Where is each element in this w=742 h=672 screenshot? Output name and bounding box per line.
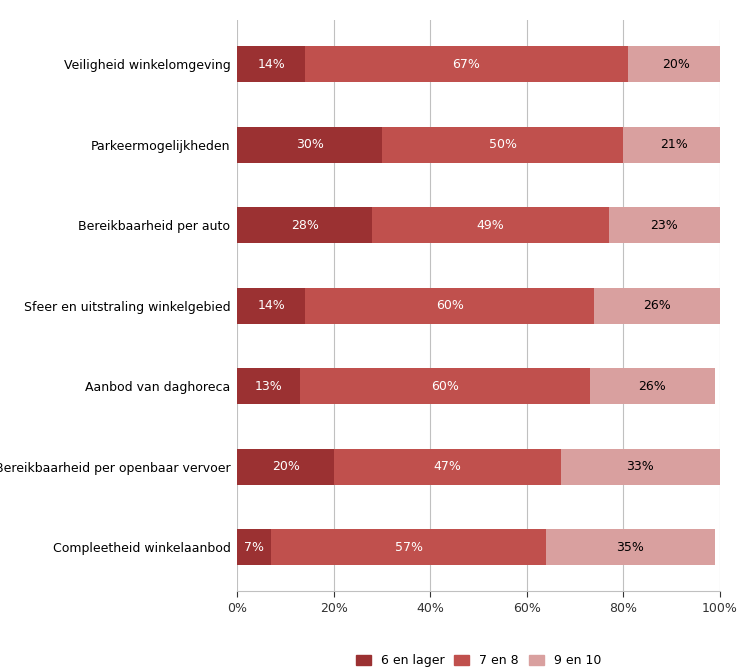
Text: 33%: 33% (626, 460, 654, 473)
Bar (237, 449, 334, 485)
Text: 60%: 60% (436, 299, 464, 312)
Text: 23%: 23% (651, 219, 678, 232)
Bar (237, 207, 372, 243)
Bar (272, 529, 546, 565)
Text: 35%: 35% (617, 541, 645, 554)
Text: 47%: 47% (433, 460, 462, 473)
Text: 14%: 14% (257, 299, 285, 312)
Text: 28%: 28% (291, 219, 319, 232)
Text: 67%: 67% (453, 58, 481, 71)
Text: 21%: 21% (660, 138, 688, 151)
Bar (237, 46, 305, 83)
Bar (628, 46, 725, 83)
Bar (305, 46, 628, 83)
Bar (237, 126, 382, 163)
Bar (305, 288, 594, 324)
Text: 20%: 20% (663, 58, 690, 71)
Bar (237, 288, 305, 324)
Bar (237, 529, 272, 565)
Bar (372, 207, 609, 243)
Bar (594, 288, 720, 324)
Bar (382, 126, 623, 163)
Text: 14%: 14% (257, 58, 285, 71)
Bar (237, 368, 300, 405)
Text: 50%: 50% (489, 138, 516, 151)
Text: 26%: 26% (643, 299, 671, 312)
Bar (561, 449, 720, 485)
Text: 60%: 60% (431, 380, 459, 392)
Text: 7%: 7% (244, 541, 264, 554)
Bar (334, 449, 561, 485)
Text: 57%: 57% (395, 541, 423, 554)
Text: 20%: 20% (272, 460, 300, 473)
Bar (623, 126, 724, 163)
Bar (609, 207, 720, 243)
Bar (300, 368, 590, 405)
Text: 13%: 13% (255, 380, 283, 392)
Text: 49%: 49% (477, 219, 505, 232)
Text: 30%: 30% (296, 138, 324, 151)
Bar (590, 368, 715, 405)
Text: 26%: 26% (638, 380, 666, 392)
Legend: 6 en lager, 7 en 8, 9 en 10: 6 en lager, 7 en 8, 9 en 10 (351, 649, 606, 672)
Bar (546, 529, 715, 565)
